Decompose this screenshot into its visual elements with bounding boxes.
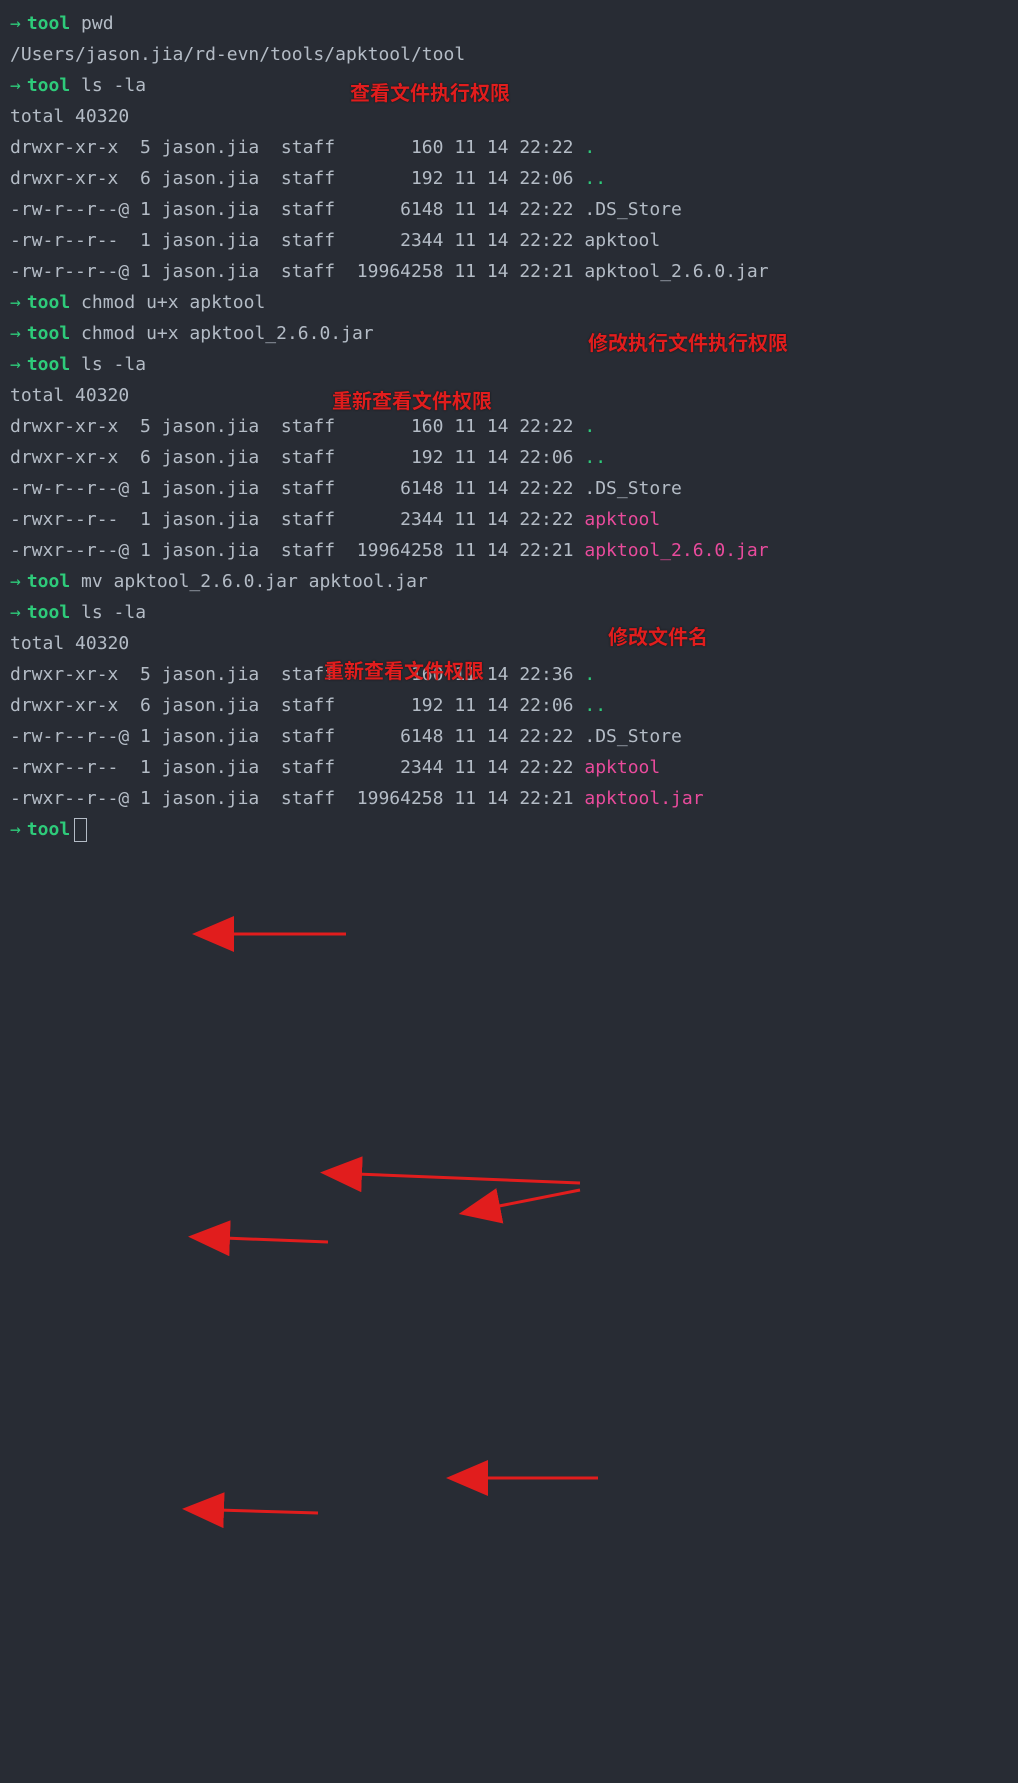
prompt-name: tool [27,70,70,101]
ls-row: drwxr-xr-x 6 jason.jia staff 192 11 14 2… [10,442,1008,473]
pwd-output: /Users/jason.jia/rd-evn/tools/apktool/to… [10,39,1008,70]
prompt-name: tool [27,349,70,380]
dir-dot: . [584,411,595,442]
prompt-line: → tool ls -la [10,597,1008,628]
terminal[interactable]: → tool pwd /Users/jason.jia/rd-evn/tools… [0,0,1018,845]
cmd-ls: ls -la [81,597,146,628]
ls-row: -rwxr--r--@ 1 jason.jia staff 19964258 1… [10,783,1008,814]
ls-row: -rw-r--r--@ 1 jason.jia staff 19964258 1… [10,256,1008,287]
cmd-chmod2: chmod u+x apktool_2.6.0.jar [81,318,374,349]
ls-row: -rw-r--r-- 1 jason.jia staff 2344 11 14 … [10,225,1008,256]
ls-row: -rw-r--r--@ 1 jason.jia staff 6148 11 14… [10,473,1008,504]
ls-total: total 40320 [10,628,1008,659]
annotation-arrow-icon [0,845,1018,1783]
cursor-icon [74,818,87,842]
ls-row: drwxr-xr-x 6 jason.jia staff 192 11 14 2… [10,163,1008,194]
annotation-text: 修改文件名 [608,620,708,651]
ls-row: drwxr-xr-x 5 jason.jia staff 160 11 14 2… [10,659,1008,690]
dir-dot: . [584,132,595,163]
prompt-line[interactable]: → tool [10,814,1008,845]
prompt-arrow-icon: → [10,349,21,380]
cmd-mv: mv apktool_2.6.0.jar apktool.jar [81,566,428,597]
prompt-line: → tool chmod u+x apktool [10,287,1008,318]
file-apktool-jar: apktool.jar [584,783,703,814]
ls-row: -rw-r--r--@ 1 jason.jia staff 6148 11 14… [10,194,1008,225]
ls-row: drwxr-xr-x 5 jason.jia staff 160 11 14 2… [10,411,1008,442]
annotation-text: 查看文件执行权限 [350,76,510,107]
prompt-name: tool [27,318,70,349]
ls-row: drwxr-xr-x 5 jason.jia staff 160 11 14 2… [10,132,1008,163]
prompt-name: tool [27,566,70,597]
prompt-name: tool [27,597,70,628]
annotation-text: 重新查看文件权限 [332,384,492,415]
cmd-pwd: pwd [81,8,114,39]
prompt-line: → tool pwd [10,8,1008,39]
file-apktool: apktool [584,752,660,783]
file-apktool-jar: apktool_2.6.0.jar [584,535,768,566]
ls-row: -rwxr--r-- 1 jason.jia staff 2344 11 14 … [10,752,1008,783]
ls-row: -rwxr--r--@ 1 jason.jia staff 19964258 1… [10,535,1008,566]
annotation-text: 重新查看文件权限 [324,654,484,685]
prompt-name: tool [27,8,70,39]
cmd-ls: ls -la [81,70,146,101]
dir-dot: . [584,659,595,690]
prompt-arrow-icon: → [10,70,21,101]
prompt-arrow-icon: → [10,287,21,318]
dir-dotdot: .. [584,442,606,473]
prompt-arrow-icon: → [10,318,21,349]
prompt-arrow-icon: → [10,597,21,628]
prompt-line: → tool chmod u+x apktool_2.6.0.jar [10,318,1008,349]
annotation-text: 修改执行文件执行权限 [588,326,788,357]
dir-dotdot: .. [584,690,606,721]
prompt-name: tool [27,287,70,318]
prompt-arrow-icon: → [10,566,21,597]
prompt-name: tool [27,814,70,845]
ls-row: -rw-r--r--@ 1 jason.jia staff 6148 11 14… [10,721,1008,752]
prompt-line: → tool mv apktool_2.6.0.jar apktool.jar [10,566,1008,597]
ls-row: drwxr-xr-x 6 jason.jia staff 192 11 14 2… [10,690,1008,721]
cmd-chmod1: chmod u+x apktool [81,287,265,318]
ls-total: total 40320 [10,380,1008,411]
dir-dotdot: .. [584,163,606,194]
cmd-ls: ls -la [81,349,146,380]
prompt-arrow-icon: → [10,814,21,845]
prompt-line: → tool ls -la [10,349,1008,380]
ls-row: -rwxr--r-- 1 jason.jia staff 2344 11 14 … [10,504,1008,535]
file-apktool: apktool [584,504,660,535]
prompt-arrow-icon: → [10,8,21,39]
